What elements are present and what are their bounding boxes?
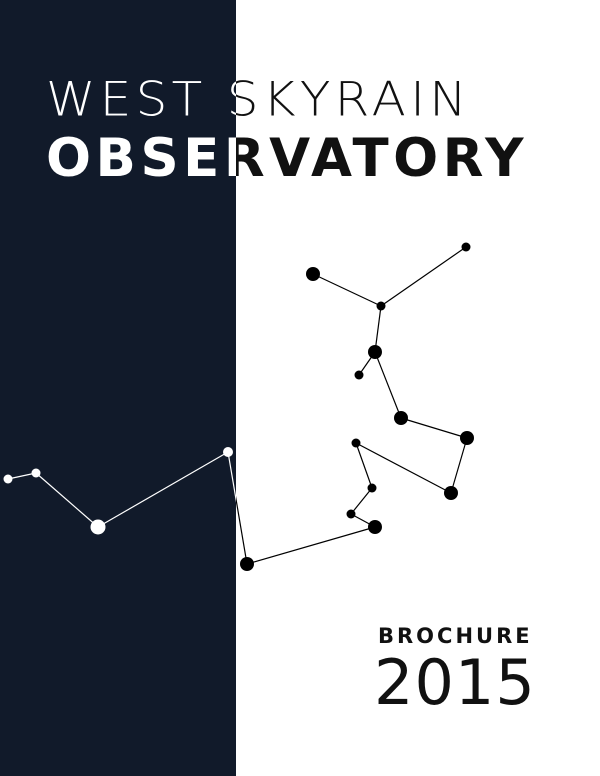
constellation-line — [227, 451, 236, 503]
constellation-line — [7, 472, 37, 480]
star-icon — [368, 345, 382, 359]
title-line-1: WEST SKYRAIN WEST SKYRAIN — [0, 72, 600, 132]
title-line-1-light-part: WEST SKYRAIN — [236, 72, 471, 128]
star-icon — [346, 509, 356, 519]
constellation-line — [450, 437, 468, 494]
star-icon — [461, 242, 471, 252]
constellation-lines-dark — [7, 451, 236, 528]
star-icon — [240, 557, 254, 571]
star-icon — [368, 520, 382, 534]
constellation-line — [374, 305, 382, 353]
star-icon — [394, 411, 408, 425]
brochure-label: BROCHURE — [378, 624, 533, 648]
star-icon — [306, 267, 320, 281]
constellation-line — [355, 442, 452, 494]
constellation-line — [355, 442, 373, 489]
star-icon — [223, 447, 233, 457]
title-line-1-dark-part: WEST SKYRAIN — [46, 72, 236, 128]
star-icon — [90, 519, 106, 535]
constellation-line — [400, 417, 468, 439]
star-icon — [460, 431, 474, 445]
star-icon — [444, 486, 458, 500]
constellation-line — [380, 246, 467, 307]
star-icon — [3, 474, 13, 484]
year-label: 2015 — [374, 646, 536, 719]
star-icon — [31, 468, 41, 478]
constellation-lines-light — [236, 246, 468, 565]
star-icon — [354, 370, 364, 380]
star-icon — [376, 301, 386, 311]
constellation-line — [312, 273, 382, 307]
constellation-line — [350, 487, 373, 515]
constellation-line — [374, 351, 402, 419]
constellation-stars — [3, 242, 474, 571]
constellation-line — [246, 526, 376, 565]
constellation-line — [236, 495, 248, 565]
constellation-line — [97, 451, 229, 528]
star-icon — [367, 483, 377, 493]
star-icon — [351, 438, 361, 448]
constellation-line — [35, 472, 99, 528]
dark-side-panel — [0, 0, 236, 776]
